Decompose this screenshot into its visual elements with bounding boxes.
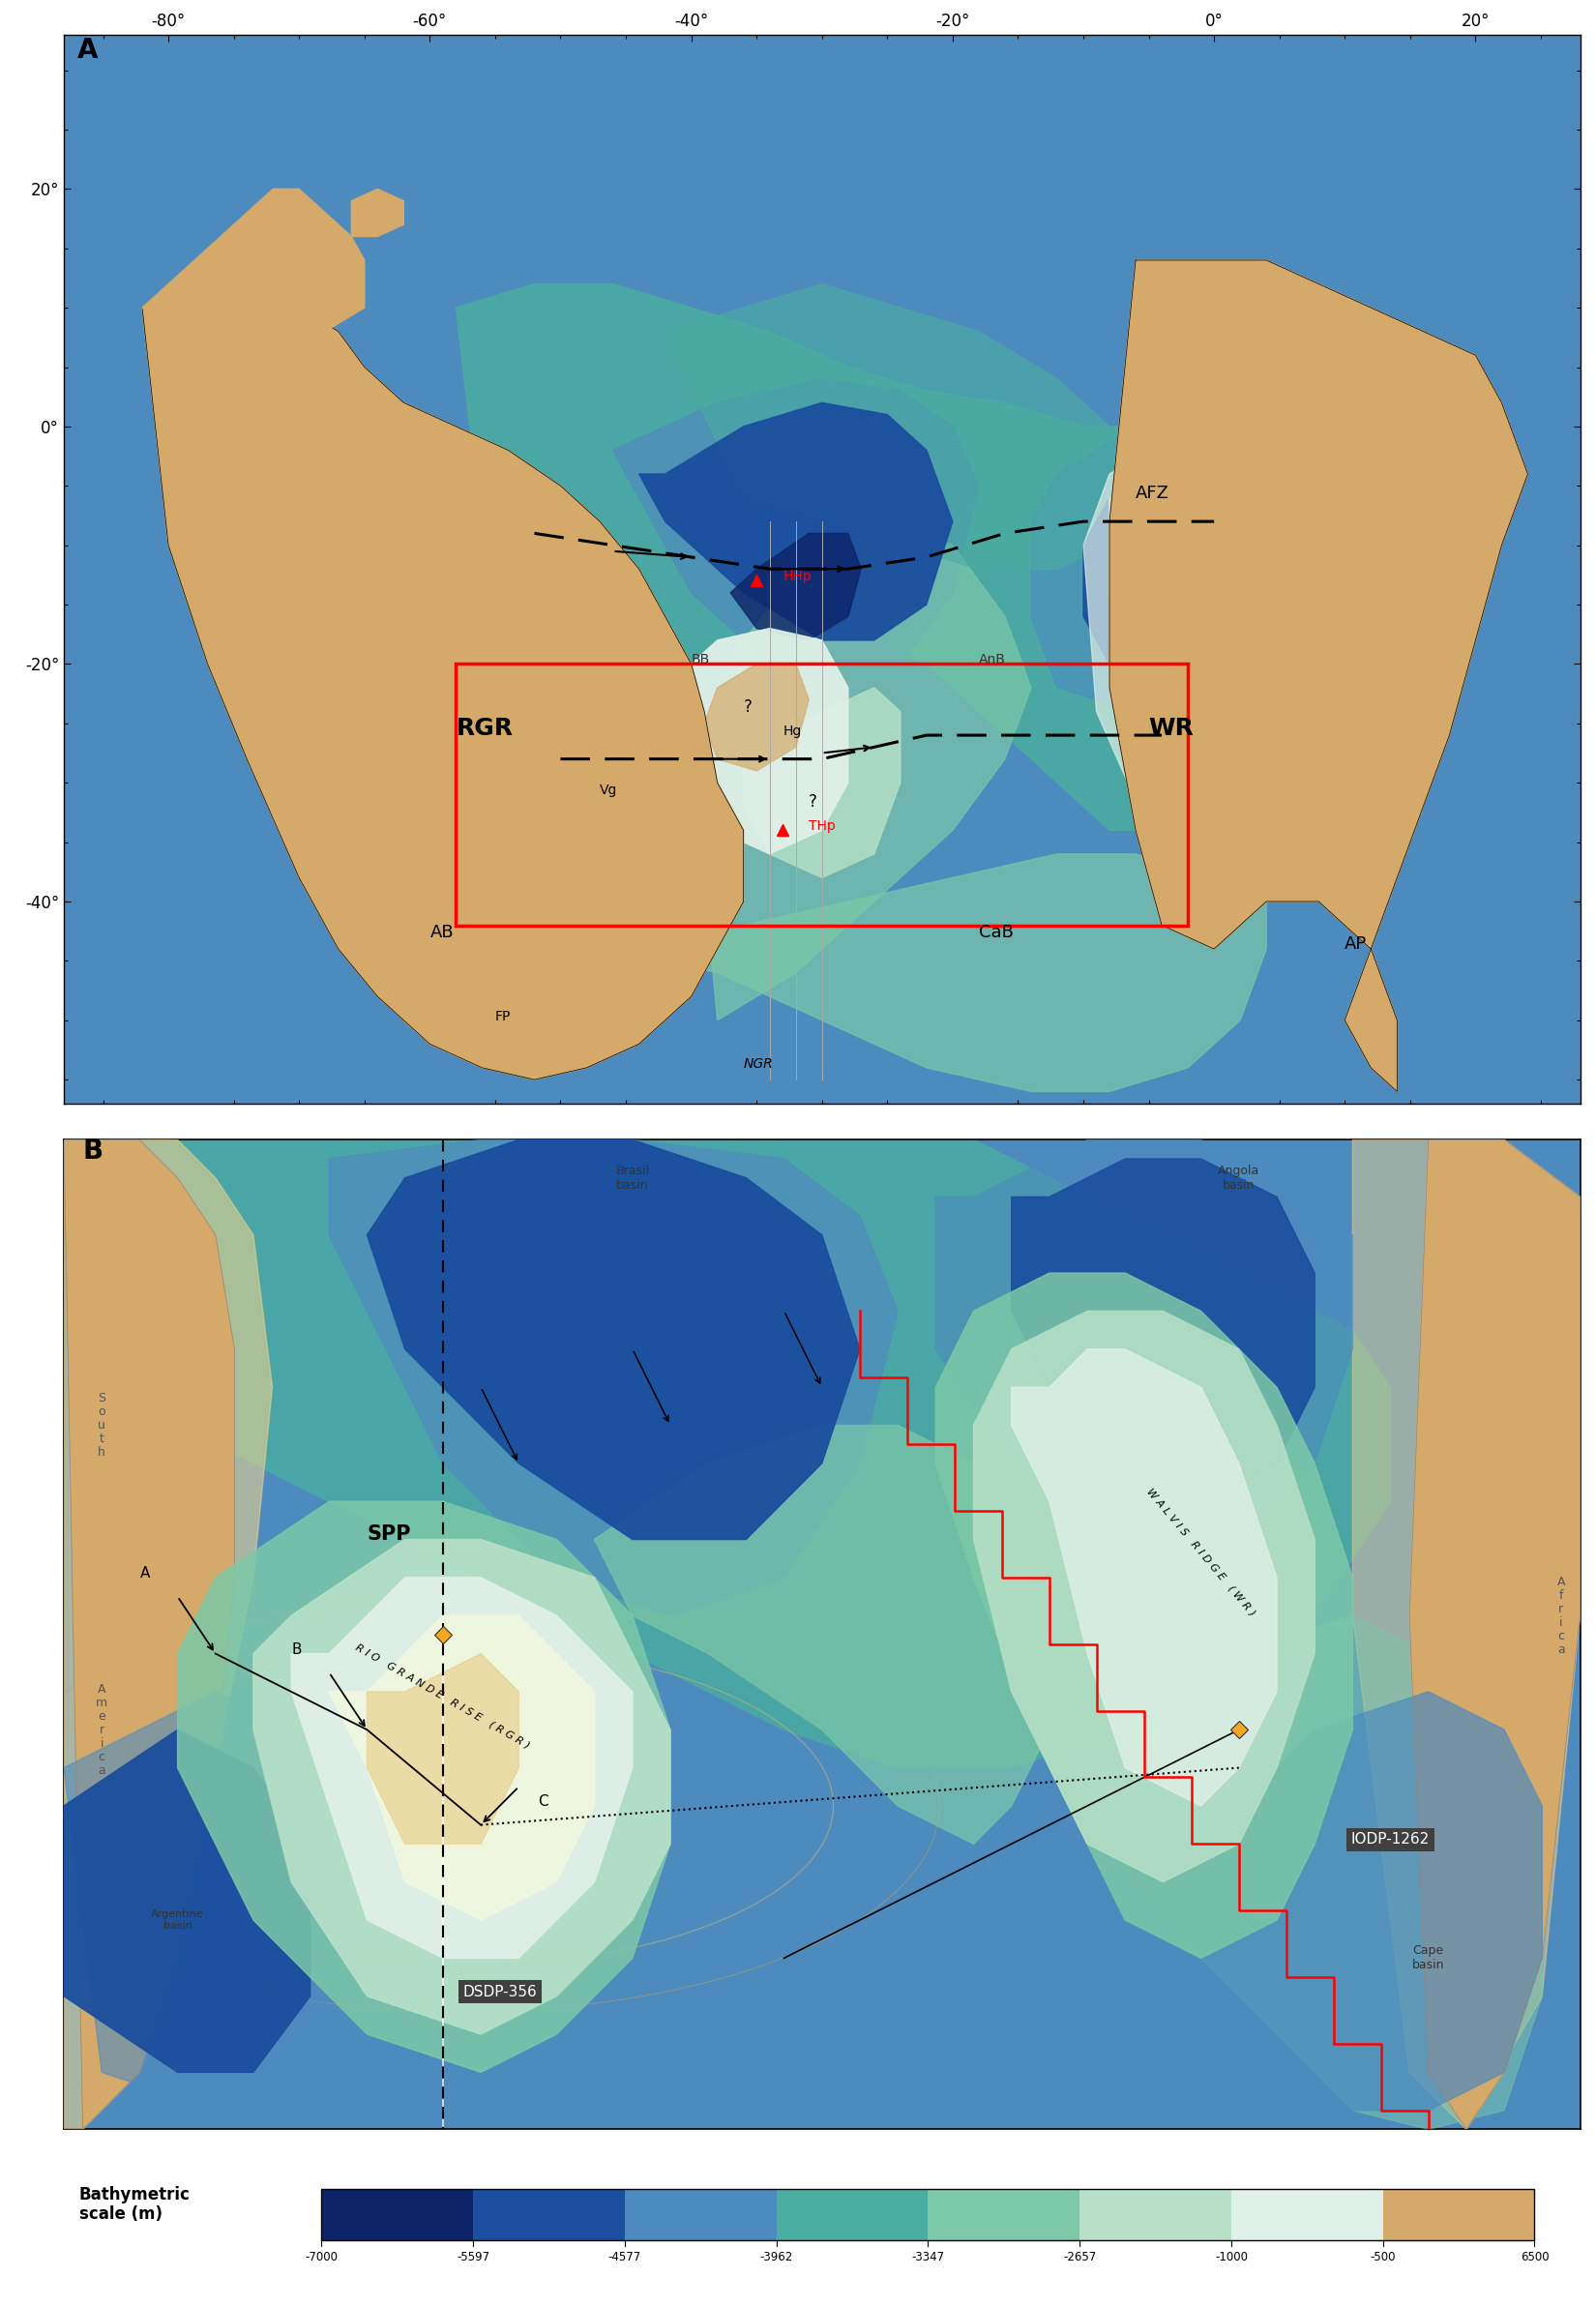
Text: FP: FP [495,1010,511,1024]
Bar [322,2188,472,2241]
Polygon shape [64,1139,273,2128]
Polygon shape [744,687,900,879]
Polygon shape [1031,427,1293,713]
Polygon shape [329,1617,595,1921]
Bar [456,664,1187,925]
Polygon shape [102,1139,1390,1769]
Polygon shape [64,1139,235,2128]
Polygon shape [1087,1693,1542,2110]
Text: THp: THp [809,819,836,832]
Polygon shape [1087,1617,1542,2128]
Bar [626,2188,776,2241]
Polygon shape [935,1139,1353,1577]
Bar [776,2188,927,2241]
Text: Argentine
basin: Argentine basin [152,1909,204,1930]
Text: B: B [83,1137,104,1165]
Polygon shape [638,404,953,641]
Polygon shape [456,284,1318,830]
Bar [1382,2188,1534,2241]
Text: -2657: -2657 [1063,2251,1096,2262]
Bar [1079,2188,1232,2241]
Text: B: B [292,1642,302,1656]
Text: CaB: CaB [978,922,1013,941]
Text: A: A [77,37,97,65]
Text: NGR: NGR [744,1056,772,1070]
Text: ?: ? [744,699,752,715]
Polygon shape [292,1577,632,1958]
Text: Hg: Hg [782,724,801,738]
Text: A
f
r
i
c
a: A f r i c a [1558,1575,1566,1656]
Polygon shape [1084,461,1266,687]
Polygon shape [142,189,364,355]
Polygon shape [456,853,1266,1091]
Polygon shape [1109,475,1240,807]
Text: AB: AB [429,922,453,941]
Text: S
o
u
t
h: S o u t h [97,1393,105,1460]
Text: AFZ: AFZ [1136,484,1170,503]
Text: -500: -500 [1369,2251,1396,2262]
Polygon shape [1109,261,1527,1091]
Polygon shape [351,189,404,238]
Text: -4577: -4577 [608,2251,642,2262]
Text: Cape
basin: Cape basin [1412,1944,1444,1972]
Polygon shape [429,842,638,1019]
Polygon shape [378,807,666,1045]
Text: 6500: 6500 [1521,2251,1548,2262]
Polygon shape [1409,1139,1580,2128]
Text: AnB: AnB [978,653,1005,666]
Polygon shape [64,1693,348,2110]
Polygon shape [638,627,847,853]
Text: Angola
basin: Angola basin [1218,1165,1259,1192]
Bar [1232,2188,1382,2241]
Polygon shape [177,1501,670,2073]
Polygon shape [1012,1349,1277,1806]
Polygon shape [613,378,978,676]
Text: R I O   G R A N D E   R I S E   ( R G R ): R I O G R A N D E R I S E ( R G R ) [354,1642,531,1750]
Text: C: C [538,1794,547,1808]
Text: A
m
e
r
i
c
a: A m e r i c a [96,1683,107,1776]
Text: RGR: RGR [456,717,514,740]
Polygon shape [367,1653,519,1845]
Polygon shape [1353,1139,1580,2128]
Bar [927,2188,1079,2241]
Text: DSDP-356: DSDP-356 [463,1985,536,1999]
Polygon shape [666,284,1136,570]
Text: SPP: SPP [367,1524,412,1543]
Bar [1382,2188,1534,2241]
Text: A: A [140,1566,150,1580]
Polygon shape [367,1139,860,1540]
Text: -3962: -3962 [760,2251,793,2262]
Text: Vg: Vg [600,784,618,798]
Text: -7000: -7000 [305,2251,338,2262]
Bar [472,2188,626,2241]
Polygon shape [329,1139,899,1617]
Text: -5597: -5597 [456,2251,490,2262]
Text: Bathymetric
scale (m): Bathymetric scale (m) [78,2186,190,2223]
Text: -1000: -1000 [1215,2251,1248,2262]
Polygon shape [64,1730,310,2073]
Text: HHp: HHp [782,570,811,583]
Polygon shape [704,664,809,770]
Text: BB: BB [691,653,710,666]
Text: -3347: -3347 [911,2251,945,2262]
Polygon shape [1084,450,1266,830]
Text: AP: AP [1345,936,1368,952]
Polygon shape [974,1312,1315,1882]
Polygon shape [731,533,862,641]
Text: WR: WR [1149,717,1194,740]
Polygon shape [1136,261,1396,378]
Bar [322,2188,1534,2241]
Polygon shape [1136,782,1396,996]
Polygon shape [595,1425,1050,1845]
Text: ?: ? [809,793,817,809]
Text: W A L V I S   R I D G E   ( W R ): W A L V I S R I D G E ( W R ) [1144,1487,1258,1617]
Polygon shape [1012,1160,1315,1501]
Text: IODP-1262: IODP-1262 [1352,1833,1430,1847]
Polygon shape [935,1273,1353,1958]
Polygon shape [404,973,560,1068]
Polygon shape [691,521,1031,1019]
Polygon shape [142,272,744,1079]
Text: Brasil
basin: Brasil basin [616,1165,650,1192]
Polygon shape [254,1540,670,2034]
